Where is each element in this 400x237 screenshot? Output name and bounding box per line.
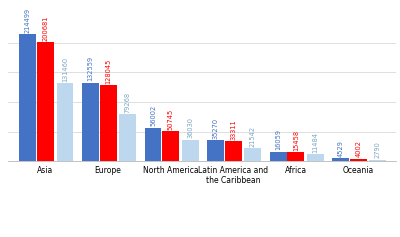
Text: 16059: 16059 — [275, 129, 281, 150]
Bar — [207, 140, 224, 161]
Bar — [332, 159, 349, 161]
Text: 2790: 2790 — [375, 141, 381, 158]
Text: 35270: 35270 — [212, 118, 218, 139]
Bar — [225, 141, 242, 161]
Text: 15458: 15458 — [293, 129, 299, 150]
Text: 128045: 128045 — [105, 59, 111, 84]
Bar — [370, 160, 386, 161]
Bar — [100, 85, 116, 161]
Bar — [244, 148, 261, 161]
Text: 132559: 132559 — [87, 56, 93, 81]
Bar — [37, 42, 54, 161]
Text: 36030: 36030 — [187, 117, 193, 138]
Bar — [162, 131, 179, 161]
Bar — [182, 140, 198, 161]
Text: 4529: 4529 — [338, 140, 344, 157]
Bar — [350, 159, 367, 161]
Text: 50745: 50745 — [168, 108, 174, 130]
Bar — [270, 152, 286, 161]
Text: 131460: 131460 — [62, 57, 68, 82]
Bar — [307, 154, 324, 161]
Text: 79268: 79268 — [124, 91, 130, 113]
Bar — [288, 152, 304, 161]
Text: 33311: 33311 — [230, 119, 236, 140]
Bar — [144, 128, 162, 161]
Text: 56002: 56002 — [150, 105, 156, 127]
Bar — [82, 83, 99, 161]
Bar — [56, 83, 74, 161]
Text: 21542: 21542 — [250, 126, 256, 147]
Text: 11484: 11484 — [312, 132, 318, 153]
Bar — [19, 34, 36, 161]
Text: 200681: 200681 — [42, 15, 48, 41]
Text: 4002: 4002 — [356, 140, 362, 157]
Text: 214499: 214499 — [25, 7, 31, 33]
Bar — [119, 114, 136, 161]
